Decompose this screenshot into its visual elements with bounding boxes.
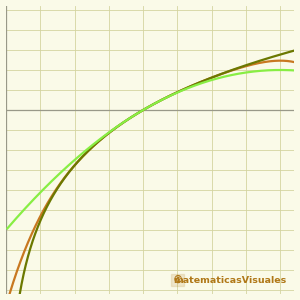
- Text: ©: ©: [172, 275, 182, 285]
- Text: matematicasVisuales: matematicasVisuales: [174, 276, 287, 285]
